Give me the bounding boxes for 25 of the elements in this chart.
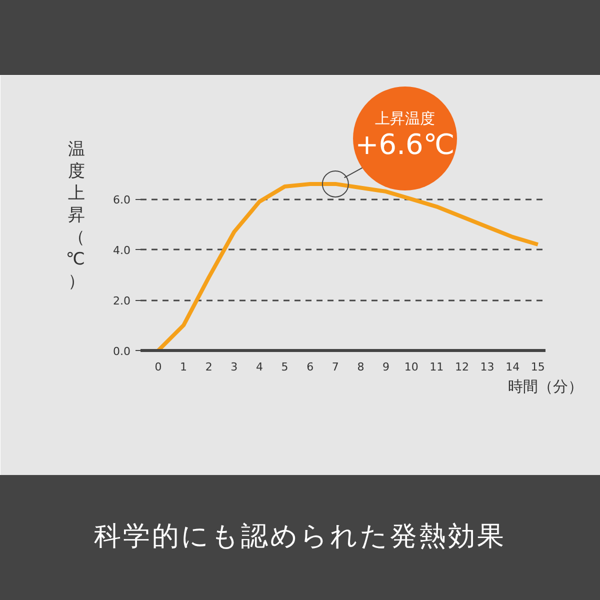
x-tick-label: 15 xyxy=(530,360,545,374)
x-tick-label: 9 xyxy=(382,360,390,374)
x-tick-label: 4 xyxy=(256,360,263,374)
x-tick-label: 2 xyxy=(205,360,212,374)
y-tick-label: 4.0 xyxy=(113,244,131,258)
text: 科学的にも認められた発熱効果 xyxy=(94,520,506,554)
x-tick-label: 1 xyxy=(180,360,188,374)
y-tick-label: 2.0 xyxy=(113,294,131,308)
y-tick-label: 0.0 xyxy=(113,345,131,358)
x-tick-label: 6 xyxy=(306,360,314,374)
x-tick-label: 3 xyxy=(230,360,238,374)
x-tick-label: 0 xyxy=(154,360,162,374)
y-tick-label: 6.0 xyxy=(113,194,131,207)
x-tick-label: 5 xyxy=(281,360,288,374)
annotation: +6.6℃ xyxy=(355,128,455,162)
x-axis-title: 時間（分） xyxy=(508,378,583,396)
y-axis-title: 温度上昇（℃） xyxy=(66,140,86,292)
x-tick-label: 12 xyxy=(454,360,469,374)
annotation: 上昇温度 xyxy=(375,110,436,128)
x-tick-label: 13 xyxy=(480,360,494,374)
x-tick-label: 7 xyxy=(332,360,339,374)
x-tick-label: 11 xyxy=(430,360,444,374)
x-tick-label: 14 xyxy=(506,360,520,374)
x-tick-label: 10 xyxy=(404,360,418,374)
x-tick-label: 8 xyxy=(357,360,364,374)
